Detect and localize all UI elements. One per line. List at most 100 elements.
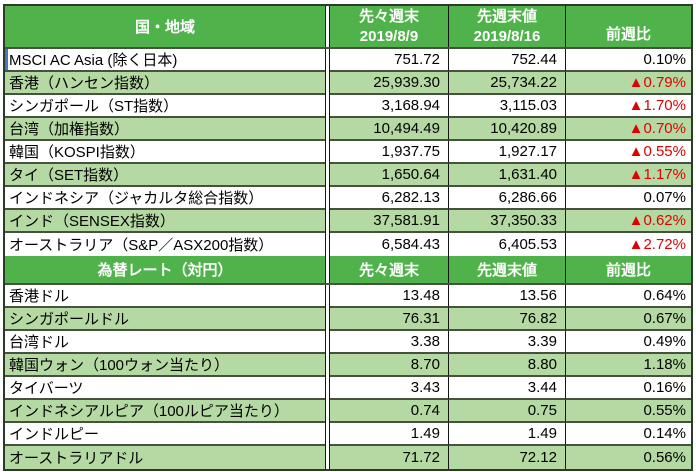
fx-row-aud: オーストラリアドル 71.72 72.12 0.56% xyxy=(5,446,691,469)
last-week-value: 13.56 xyxy=(448,285,565,308)
last-week-value: 6,286.66 xyxy=(448,187,565,210)
prev-week-value: 76.31 xyxy=(330,308,448,331)
header-fx-rate: 為替レート（対円） xyxy=(5,256,325,283)
wow-change-value: ▲2.72% xyxy=(565,233,691,256)
fx-row-krw: 韓国ウォン（100ウォン当たり） 8.70 8.80 1.18% xyxy=(5,354,691,377)
prev-week-value: 1,650.64 xyxy=(330,164,448,187)
row-label: オーストラリア（S&P／ASX200指数） xyxy=(5,233,325,256)
prev-week-value: 3.43 xyxy=(330,377,448,400)
fx-row-sgd: シンガポールドル 76.31 76.82 0.67% xyxy=(5,308,691,331)
stock-row-indonesia: インドネシア（ジャカルタ総合指数） 6,282.13 6,286.66 0.07… xyxy=(5,187,691,210)
row-label: シンガポールドル xyxy=(5,308,325,331)
prev-week-value: 751.72 xyxy=(330,49,448,72)
header-prev-week-date: 2019/8/9 xyxy=(359,27,419,45)
fx-row-inr: インドルピー 1.49 1.49 0.14% xyxy=(5,423,691,446)
stock-table-header: 国・地域 先々週末 2019/8/9 先週末値 2019/8/16 前週比 xyxy=(5,6,691,49)
column-separator xyxy=(325,72,330,95)
last-week-value: 1,631.40 xyxy=(448,164,565,187)
column-separator xyxy=(325,331,330,354)
wow-change-value: 0.64% xyxy=(565,285,691,308)
column-separator xyxy=(325,423,330,446)
column-separator xyxy=(325,6,330,47)
wow-change-value: ▲0.62% xyxy=(565,210,691,233)
header-last-week: 先週末値 2019/8/16 xyxy=(448,6,565,47)
last-week-value: 3,115.03 xyxy=(448,95,565,118)
wow-change-value: ▲0.70% xyxy=(565,118,691,141)
prev-week-value: 71.72 xyxy=(330,446,448,469)
fx-table-header: 為替レート（対円） 先々週末 先週末値 前週比 xyxy=(5,256,691,285)
last-week-value: 3.44 xyxy=(448,377,565,400)
stock-row-thailand: タイ（SET指数） 1,650.64 1,631.40 ▲1.17% xyxy=(5,164,691,187)
stock-row-korea: 韓国（KOSPI指数） 1,937.75 1,927.17 ▲0.55% xyxy=(5,141,691,164)
wow-change-value: 0.49% xyxy=(565,331,691,354)
header-fx-prev-week: 先々週末 xyxy=(330,256,448,283)
column-separator xyxy=(325,118,330,141)
wow-change-value: 1.18% xyxy=(565,354,691,377)
column-separator xyxy=(325,141,330,164)
header-last-week-date: 2019/8/16 xyxy=(473,27,541,45)
last-week-value: 1,927.17 xyxy=(448,141,565,164)
stock-table-body: MSCI AC Asia (除く日本) 751.72 752.44 0.10% … xyxy=(5,49,691,256)
header-country-region: 国・地域 xyxy=(5,6,325,47)
row-label: インドルピー xyxy=(5,423,325,446)
prev-week-value: 6,282.13 xyxy=(330,187,448,210)
prev-week-value: 6,584.43 xyxy=(330,233,448,256)
row-label: シンガポール（ST指数） xyxy=(5,95,325,118)
stock-row-taiwan: 台湾（加権指数） 10,494.49 10,420.89 ▲0.70% xyxy=(5,118,691,141)
row-label: インド（SENSEX指数） xyxy=(5,210,325,233)
last-week-value: 3.39 xyxy=(448,331,565,354)
last-week-value: 6,405.53 xyxy=(448,233,565,256)
wow-change-value: 0.07% xyxy=(565,187,691,210)
last-week-value: 76.82 xyxy=(448,308,565,331)
column-separator xyxy=(325,95,330,118)
row-label: タイバーツ xyxy=(5,377,325,400)
prev-week-value: 1,937.75 xyxy=(330,141,448,164)
fx-row-twd: 台湾ドル 3.38 3.39 0.49% xyxy=(5,331,691,354)
stock-row-australia: オーストラリア（S&P／ASX200指数） 6,584.43 6,405.53 … xyxy=(5,233,691,256)
column-separator xyxy=(325,400,330,423)
prev-week-value: 1.49 xyxy=(330,423,448,446)
row-label: 韓国ウォン（100ウォン当たり） xyxy=(5,354,325,377)
wow-change-value: 0.16% xyxy=(565,377,691,400)
fx-table-body: 香港ドル 13.48 13.56 0.64% シンガポールドル 76.31 76… xyxy=(5,285,691,469)
column-separator xyxy=(325,210,330,233)
column-separator xyxy=(325,256,330,283)
prev-week-value: 3.38 xyxy=(330,331,448,354)
row-label: 台湾ドル xyxy=(5,331,325,354)
wow-change-value: 0.56% xyxy=(565,446,691,469)
last-week-value: 752.44 xyxy=(448,49,565,72)
column-separator xyxy=(325,446,330,469)
column-separator xyxy=(325,354,330,377)
header-fx-wow-change: 前週比 xyxy=(565,256,691,283)
prev-week-value: 37,581.91 xyxy=(330,210,448,233)
header-prev-week: 先々週末 2019/8/9 xyxy=(330,6,448,47)
stock-row-hongkong: 香港（ハンセン指数） 25,939.30 25,734.22 ▲0.79% xyxy=(5,72,691,95)
prev-week-value: 8.70 xyxy=(330,354,448,377)
column-separator xyxy=(325,308,330,331)
wow-change-value: ▲1.17% xyxy=(565,164,691,187)
last-week-value: 0.75 xyxy=(448,400,565,423)
wow-change-value: 0.67% xyxy=(565,308,691,331)
header-prev-week-label: 先々週末 xyxy=(358,7,419,25)
prev-week-value: 10,494.49 xyxy=(330,118,448,141)
row-label: オーストラリアドル xyxy=(5,446,325,469)
row-label: 香港ドル xyxy=(5,285,325,308)
last-week-value: 8.80 xyxy=(448,354,565,377)
wow-change-value: 0.55% xyxy=(565,400,691,423)
row-label: 香港（ハンセン指数） xyxy=(5,72,325,95)
market-summary-table: 国・地域 先々週末 2019/8/9 先週末値 2019/8/16 前週比 MS… xyxy=(3,4,693,471)
prev-week-value: 0.74 xyxy=(330,400,448,423)
last-week-value: 1.49 xyxy=(448,423,565,446)
column-separator xyxy=(325,285,330,308)
wow-change-value: 0.14% xyxy=(565,423,691,446)
column-separator xyxy=(325,377,330,400)
column-separator xyxy=(325,233,330,256)
column-separator xyxy=(325,187,330,210)
header-wow-change: 前週比 xyxy=(565,6,691,47)
row-label: タイ（SET指数） xyxy=(5,164,325,187)
prev-week-value: 3,168.94 xyxy=(330,95,448,118)
stock-row-msci: MSCI AC Asia (除く日本) 751.72 752.44 0.10% xyxy=(5,49,691,72)
header-fx-last-week: 先週末値 xyxy=(448,256,565,283)
fx-row-idr: インドネシアルピア（100ルピア当たり） 0.74 0.75 0.55% xyxy=(5,400,691,423)
column-separator xyxy=(325,164,330,187)
